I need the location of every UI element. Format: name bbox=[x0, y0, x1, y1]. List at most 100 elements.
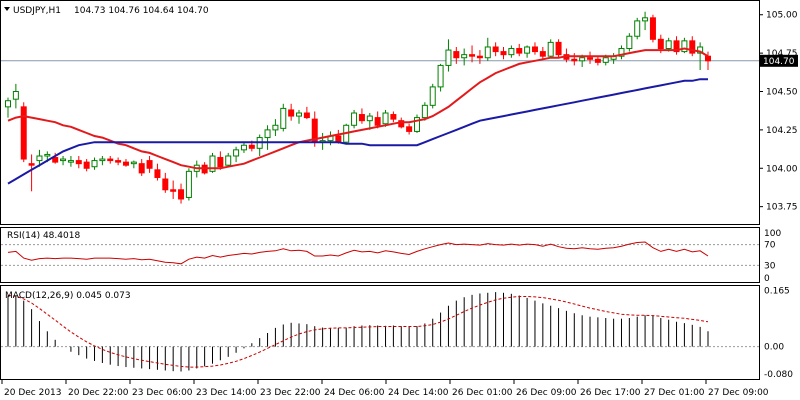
candle-body bbox=[75, 160, 82, 165]
candle-body bbox=[484, 46, 491, 59]
candle-body bbox=[406, 126, 413, 132]
candle bbox=[461, 48, 468, 66]
candle bbox=[634, 17, 641, 40]
time-tick-label: 26 Dec 01:00 bbox=[452, 388, 513, 398]
macd-tick-label: 0.165 bbox=[764, 286, 790, 296]
candle-body bbox=[705, 55, 711, 62]
candle-body bbox=[673, 40, 680, 53]
rsi-title: RSI(14) 48.4018 bbox=[7, 231, 80, 241]
candle bbox=[28, 154, 35, 192]
triangle-down-icon[interactable] bbox=[4, 7, 10, 11]
candle-body bbox=[531, 46, 538, 53]
candle-body bbox=[217, 157, 224, 168]
rsi-indicator: 100 70 30 0 bbox=[1, 229, 781, 284]
candle-body bbox=[681, 40, 688, 53]
candle bbox=[146, 155, 153, 173]
candle-body bbox=[524, 46, 531, 54]
price-tick-label: 103.75 bbox=[766, 203, 798, 213]
candle bbox=[492, 42, 499, 57]
candle-body bbox=[20, 106, 27, 160]
candle bbox=[374, 111, 381, 129]
candle bbox=[178, 183, 185, 204]
candle bbox=[36, 149, 43, 167]
candle bbox=[75, 155, 82, 169]
macd-tick-label: -0.080 bbox=[764, 370, 793, 380]
candle-body bbox=[413, 117, 420, 132]
candle bbox=[115, 157, 122, 166]
candle-body bbox=[469, 54, 476, 57]
candle bbox=[366, 113, 373, 130]
candle bbox=[351, 109, 358, 129]
candle-body bbox=[437, 64, 444, 88]
candle-body bbox=[445, 49, 452, 66]
candle bbox=[99, 155, 106, 166]
candle-body bbox=[122, 161, 129, 166]
time-tick-label: 23 Dec 22:00 bbox=[260, 388, 321, 398]
candle bbox=[209, 152, 216, 173]
candle-body bbox=[225, 155, 232, 166]
time-tick-label: 26 Dec 17:00 bbox=[580, 388, 641, 398]
candle bbox=[406, 123, 413, 135]
candle-body bbox=[508, 48, 515, 56]
candle-body bbox=[689, 40, 696, 54]
candle bbox=[52, 152, 59, 164]
candle-body bbox=[52, 157, 59, 163]
candle-body bbox=[547, 41, 554, 57]
candle bbox=[382, 109, 389, 127]
candle-body bbox=[99, 158, 106, 162]
candle bbox=[469, 45, 476, 63]
candle bbox=[138, 159, 145, 176]
candle-body bbox=[5, 100, 11, 108]
candle-body bbox=[28, 163, 35, 166]
time-tick-label: 24 Dec 06:00 bbox=[324, 388, 385, 398]
time-tick-label: 23 Dec 06:00 bbox=[132, 388, 193, 398]
candle bbox=[60, 155, 67, 166]
candle-body bbox=[67, 160, 74, 163]
candle-body bbox=[272, 124, 279, 131]
candle-body bbox=[107, 158, 114, 162]
candle bbox=[67, 155, 74, 167]
time-tick-label: 27 Dec 01:00 bbox=[644, 388, 705, 398]
candlestick-series bbox=[5, 11, 711, 204]
current-price-tag-label: 104.70 bbox=[763, 57, 795, 67]
candle-body bbox=[626, 35, 633, 50]
candle bbox=[5, 97, 11, 118]
candle-body bbox=[240, 144, 247, 151]
macd-title: MACD(12,26,9) 0.045 0.073 bbox=[5, 291, 131, 301]
candle-body bbox=[539, 51, 546, 57]
time-tick-label: 23 Dec 14:00 bbox=[196, 388, 257, 398]
candle-body bbox=[374, 117, 381, 126]
candle-body bbox=[618, 48, 625, 57]
candle-body bbox=[36, 155, 43, 162]
candle bbox=[280, 103, 287, 132]
candle-body bbox=[461, 54, 468, 59]
price-axis-ticks: 103.75 104.00 104.25 104.50 104.75 105.00 bbox=[759, 11, 798, 213]
candle-body bbox=[351, 112, 358, 126]
candle-body bbox=[382, 112, 389, 125]
price-panel-frame bbox=[0, 0, 760, 225]
candle-body bbox=[571, 58, 578, 62]
candle-body bbox=[657, 38, 664, 50]
candle bbox=[296, 109, 303, 124]
candle bbox=[689, 36, 696, 57]
macd-indicator: 0.165 0.00 -0.080 bbox=[1, 286, 793, 380]
candle-body bbox=[500, 51, 507, 56]
candle bbox=[681, 37, 688, 54]
candle bbox=[531, 42, 538, 55]
candle-body bbox=[602, 57, 609, 63]
time-tick-label: 24 Dec 14:00 bbox=[388, 388, 449, 398]
current-price-tag bbox=[760, 54, 798, 67]
candle-body bbox=[154, 169, 161, 178]
candle bbox=[421, 102, 428, 121]
candle bbox=[217, 151, 224, 170]
candle bbox=[642, 11, 649, 31]
candle bbox=[154, 163, 161, 181]
price-tick-label: 104.25 bbox=[766, 126, 798, 136]
candle bbox=[240, 142, 247, 153]
candle bbox=[303, 106, 310, 120]
candle-body bbox=[248, 144, 255, 149]
candle-body bbox=[421, 104, 428, 119]
candle bbox=[12, 83, 19, 109]
candle-body bbox=[138, 163, 145, 174]
